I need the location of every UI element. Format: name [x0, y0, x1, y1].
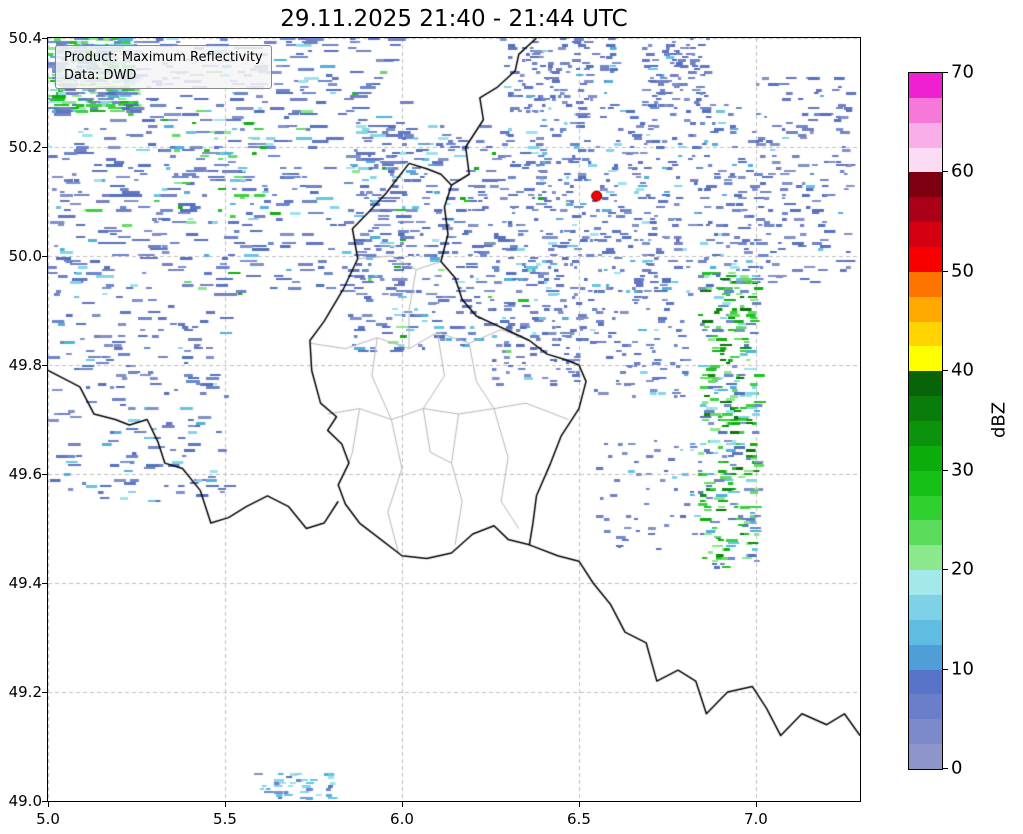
x-tick-label: 6.5 [567, 810, 591, 828]
colorbar-tick-mark [943, 469, 948, 471]
colorbar-tick-mark [943, 370, 948, 372]
colorbar-segment [909, 420, 942, 446]
colorbar-segment [909, 545, 942, 571]
info-data-line: Data: DWD [64, 67, 137, 83]
colorbar-segment [909, 644, 942, 670]
y-tick-label: 49.2 [8, 683, 42, 701]
y-tick-label: 49.6 [8, 465, 42, 483]
y-tick-mark [42, 365, 47, 366]
colorbar-segment [909, 321, 942, 347]
colorbar-segment [909, 445, 942, 471]
y-tick-label: 49.0 [8, 792, 42, 810]
radar-map-canvas [48, 38, 860, 801]
colorbar-tick-label: 60 [951, 160, 974, 182]
colorbar-tick-label: 0 [951, 757, 963, 779]
colorbar-unit-label: dBZ [988, 401, 1010, 439]
x-tick-label: 5.5 [213, 810, 237, 828]
colorbar-segment [909, 669, 942, 695]
figure-title: 29.11.2025 21:40 - 21:44 UTC [280, 6, 628, 32]
y-tick-mark [42, 147, 47, 148]
colorbar-segment [909, 147, 942, 173]
x-tick-label: 5.0 [36, 810, 60, 828]
colorbar-segment [909, 122, 942, 148]
x-tick-label: 6.0 [390, 810, 414, 828]
colorbar-segment [909, 570, 942, 595]
colorbar-segment [909, 346, 942, 372]
y-tick-mark [42, 38, 47, 39]
colorbar-segment [909, 97, 942, 123]
x-tick-mark [578, 802, 580, 807]
colorbar-segment [909, 470, 942, 496]
info-product-line: Product: Maximum Reflectivity [64, 50, 263, 65]
colorbar-tick-label: 70 [951, 61, 974, 83]
colorbar-segment [909, 744, 942, 769]
y-tick-mark [42, 692, 47, 693]
colorbar-tick-mark [943, 270, 948, 272]
colorbar-segment [909, 371, 942, 397]
y-tick-mark [42, 801, 47, 802]
colorbar-segment [909, 495, 942, 521]
colorbar-tick-label: 20 [951, 558, 974, 580]
y-tick-mark [42, 474, 47, 475]
colorbar-tick-mark [943, 569, 948, 571]
colorbar-segment [909, 72, 942, 98]
colorbar-tick-mark [943, 768, 948, 769]
colorbar-segment [909, 197, 942, 223]
colorbar-segment [909, 222, 942, 247]
colorbar-segment [909, 271, 942, 297]
colorbar-tick-mark [943, 171, 948, 173]
colorbar-segment [909, 396, 942, 421]
colorbar-tick-label: 50 [951, 260, 974, 282]
info-box: Product: Maximum Reflectivity Data: DWD [55, 45, 272, 90]
colorbar-tick-mark [943, 72, 948, 73]
colorbar-segment [909, 619, 942, 645]
y-tick-mark [42, 256, 47, 257]
y-tick-label: 49.4 [8, 574, 42, 592]
colorbar-segment [909, 694, 942, 720]
colorbar-segment [909, 296, 942, 322]
colorbar-segment [909, 594, 942, 620]
colorbar-tick-label: 10 [951, 658, 974, 680]
x-tick-mark [755, 802, 757, 807]
x-tick-mark [401, 802, 403, 807]
colorbar-tick-label: 40 [951, 359, 974, 381]
y-tick-label: 50.4 [8, 29, 42, 47]
x-tick-mark [224, 802, 226, 807]
x-tick-mark [48, 802, 49, 807]
colorbar-segment [909, 520, 942, 546]
colorbar-segment [909, 719, 942, 745]
x-tick-label: 7.0 [743, 810, 768, 828]
colorbar [908, 72, 943, 770]
colorbar-segment [909, 246, 942, 272]
map-plot: Product: Maximum Reflectivity Data: DWD [47, 37, 861, 802]
colorbar-tick-label: 30 [951, 459, 974, 481]
y-tick-label: 49.8 [8, 356, 42, 374]
y-tick-label: 50.2 [8, 138, 42, 156]
y-tick-label: 50.0 [8, 247, 42, 265]
colorbar-tick-mark [943, 668, 948, 670]
colorbar-segment [909, 172, 942, 198]
y-tick-mark [42, 583, 47, 584]
